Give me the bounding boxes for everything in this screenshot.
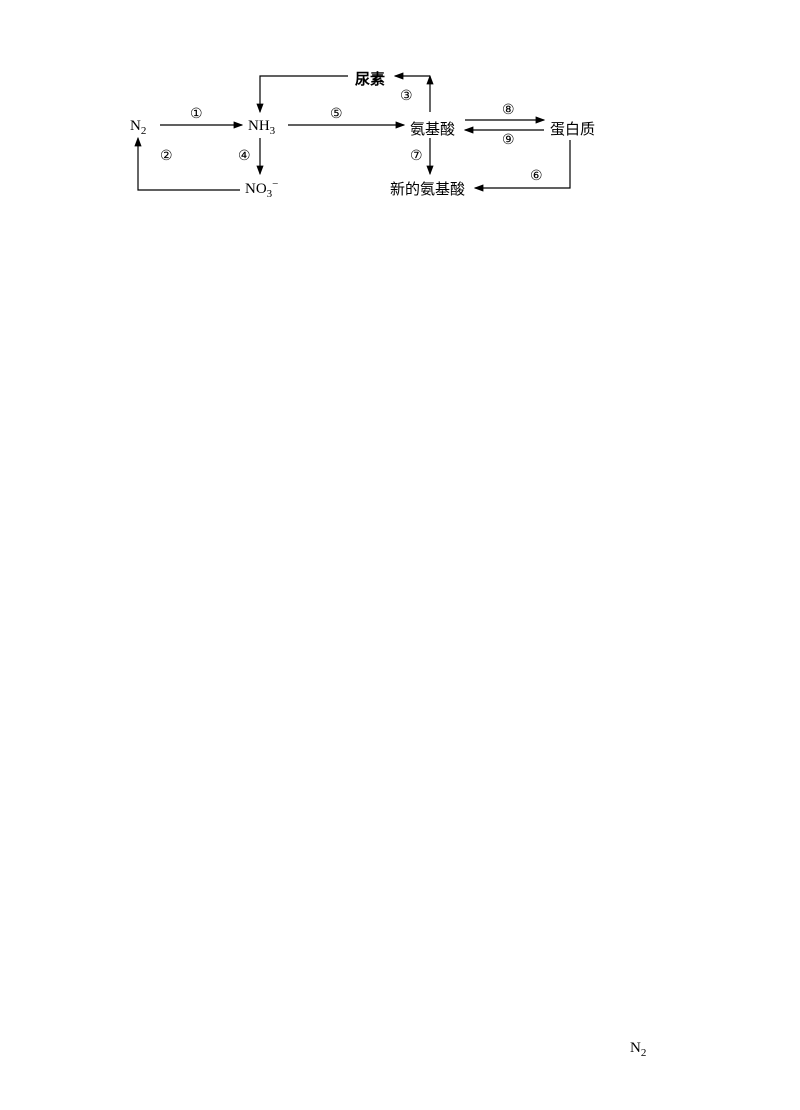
nh3-sub: 3 [270,125,276,137]
new-amino-text: 新的氨基酸 [390,182,465,198]
label-9-text: ⑨ [502,133,515,148]
label-7: ⑦ [410,148,423,165]
bottom-n2-sub: 2 [641,1047,647,1059]
node-no3: NO3− [245,178,278,200]
n2-sub: 2 [141,125,147,137]
urea-text: 尿素 [355,72,385,88]
amino-text: 氨基酸 [410,122,455,138]
label-2: ② [160,148,173,165]
label-9: ⑨ [502,132,515,149]
label-4: ④ [238,148,251,165]
label-1-text: ① [190,107,203,122]
label-4-text: ④ [238,149,251,164]
label-5: ⑤ [330,106,343,123]
no3-sup: − [272,178,278,190]
label-3: ③ [400,88,413,105]
nh3-text: NH [248,118,270,134]
protein-text: 蛋白质 [550,122,595,138]
nitrogen-cycle-diagram: N2 NH3 尿素 氨基酸 蛋白质 NO3− 新的氨基酸 ① ② ③ ④ ⑤ ⑥… [130,50,690,230]
label-7-text: ⑦ [410,149,423,164]
label-8: ⑧ [502,102,515,119]
n2-text: N [130,118,141,134]
label-6: ⑥ [530,168,543,185]
label-1: ① [190,106,203,123]
node-protein: 蛋白质 [550,118,595,139]
node-nh3: NH3 [248,118,275,137]
bottom-n2-text: N [630,1040,641,1056]
label-3-text: ③ [400,89,413,104]
label-8-text: ⑧ [502,103,515,118]
node-amino-acid: 氨基酸 [410,118,455,139]
bottom-n2-label: N2 [630,1040,646,1059]
no3-text: NO [245,181,267,197]
arrows-svg [130,50,690,230]
node-urea: 尿素 [355,68,385,89]
label-2-text: ② [160,149,173,164]
node-new-amino: 新的氨基酸 [390,178,465,199]
label-6-text: ⑥ [530,169,543,184]
label-5-text: ⑤ [330,107,343,122]
node-n2: N2 [130,118,146,137]
